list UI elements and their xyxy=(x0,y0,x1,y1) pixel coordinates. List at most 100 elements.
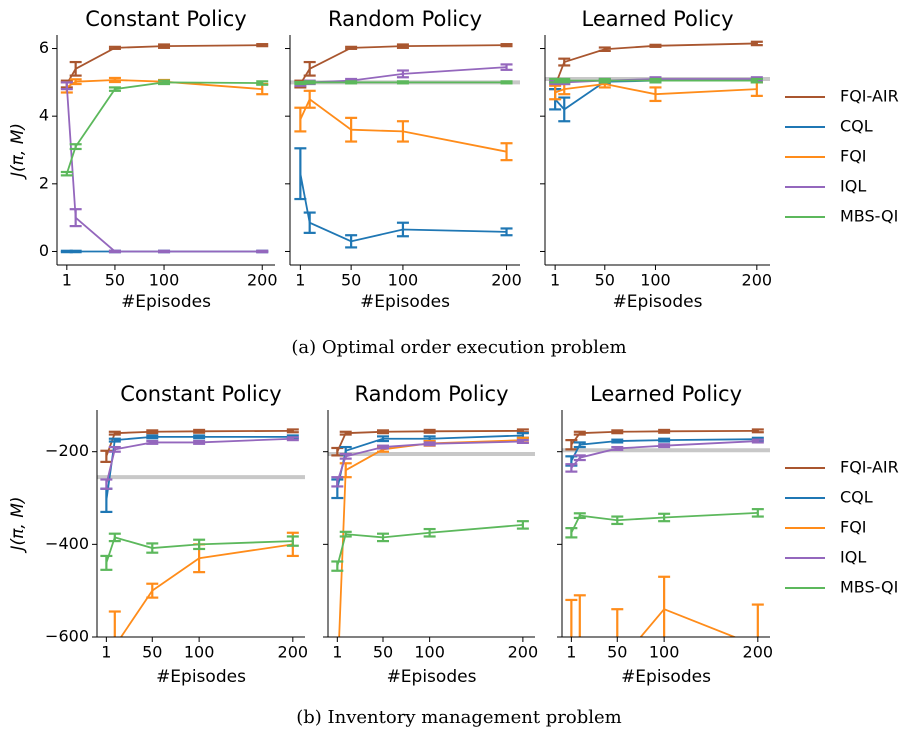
error-bar xyxy=(256,43,269,48)
legend-label: MBS-QI xyxy=(840,578,898,597)
error-bar xyxy=(658,437,671,443)
error-bar xyxy=(558,57,571,67)
error-bar xyxy=(573,441,586,449)
error-bar xyxy=(303,60,316,77)
error-bar xyxy=(69,208,82,228)
y-axis-label: J(π, M) xyxy=(8,123,28,180)
series-line xyxy=(639,608,737,637)
error-bar xyxy=(751,508,764,518)
x-tick-label: 50 xyxy=(105,271,125,290)
error-bar xyxy=(750,77,763,84)
y-tick-label: 2 xyxy=(39,173,49,192)
error-bar xyxy=(611,445,624,451)
error-bar xyxy=(158,79,171,86)
x-axis-label: #Episodes xyxy=(613,292,703,312)
error-bar xyxy=(658,575,671,637)
panel-title: Learned Policy xyxy=(581,7,733,31)
plot-area xyxy=(290,43,520,249)
error-bar xyxy=(108,437,121,443)
x-tick-label: 100 xyxy=(149,271,180,290)
error-bar xyxy=(598,46,611,52)
panel-title: Constant Policy xyxy=(85,7,247,31)
x-tick-label: 200 xyxy=(278,643,309,662)
error-bar xyxy=(286,535,299,547)
error-bar xyxy=(100,554,113,571)
error-bar xyxy=(377,429,390,435)
error-bar xyxy=(345,45,358,50)
error-bar xyxy=(565,598,578,637)
error-bar xyxy=(423,527,436,538)
error-bar xyxy=(193,434,206,440)
legend-label: CQL xyxy=(840,117,873,136)
error-bar xyxy=(339,530,352,538)
x-tick-label: 100 xyxy=(640,271,671,290)
error-bar xyxy=(611,438,624,444)
caption: (a) Optimal order execution problem xyxy=(291,337,626,358)
error-bar xyxy=(69,143,82,151)
x-tick-label: 100 xyxy=(414,643,445,662)
series-line xyxy=(336,440,523,483)
error-bar xyxy=(396,120,409,143)
y-axis-label: J(π, M) xyxy=(8,497,28,554)
error-bar xyxy=(611,608,624,637)
legend-label: FQI-AIR xyxy=(840,87,899,106)
error-bar xyxy=(558,96,571,123)
error-bar xyxy=(345,116,358,143)
error-bar xyxy=(658,443,671,449)
error-bar xyxy=(146,434,159,440)
error-bar xyxy=(108,76,121,84)
x-tick-label: 200 xyxy=(247,271,278,290)
x-tick-label: 1 xyxy=(550,271,560,290)
error-bar xyxy=(751,603,764,637)
x-tick-label: 1 xyxy=(62,271,72,290)
error-bar xyxy=(158,43,171,49)
legend-label: FQI xyxy=(840,518,867,537)
error-bar xyxy=(500,142,513,162)
error-bar xyxy=(500,227,513,237)
x-tick-label: 100 xyxy=(184,643,215,662)
y-tick-label: 6 xyxy=(39,38,49,57)
legend-label: IQL xyxy=(840,177,866,196)
error-bar xyxy=(294,147,307,201)
error-bar xyxy=(573,454,586,462)
x-tick-label: 200 xyxy=(743,643,774,662)
x-axis-label: #Episodes xyxy=(387,667,477,687)
x-tick-label: 1 xyxy=(295,271,305,290)
series-line xyxy=(65,85,263,253)
error-bar xyxy=(146,429,159,435)
error-bar xyxy=(345,80,358,85)
plot-area xyxy=(328,428,535,637)
y-tick-label: −600 xyxy=(45,627,89,646)
error-bar xyxy=(108,45,121,50)
x-tick-label: 100 xyxy=(388,271,419,290)
error-bar xyxy=(573,594,586,637)
plot-area xyxy=(97,428,305,637)
x-tick-label: 50 xyxy=(373,643,393,662)
x-tick-label: 200 xyxy=(508,643,539,662)
error-bar xyxy=(60,81,73,91)
error-bar xyxy=(611,515,624,526)
error-bar xyxy=(158,249,171,254)
series-line xyxy=(66,44,263,85)
error-bar xyxy=(751,438,764,444)
error-bar xyxy=(108,445,121,453)
error-bar xyxy=(345,234,358,249)
y-tick-label: −400 xyxy=(45,534,89,553)
error-bar xyxy=(573,512,586,520)
error-bar xyxy=(658,428,671,434)
x-axis-label: #Episodes xyxy=(621,667,711,687)
error-bar xyxy=(565,439,578,451)
plot-area xyxy=(60,43,269,254)
error-bar xyxy=(339,452,352,460)
error-bar xyxy=(256,249,269,254)
error-bar xyxy=(60,170,73,177)
error-bar xyxy=(500,43,513,48)
error-bar xyxy=(500,80,513,85)
error-bar xyxy=(108,430,121,436)
x-tick-label: 200 xyxy=(491,271,522,290)
x-tick-label: 1 xyxy=(101,643,111,662)
error-bar xyxy=(286,428,299,434)
panel-title: Random Policy xyxy=(328,7,482,31)
error-bar xyxy=(146,582,159,599)
y-tick-label: −200 xyxy=(45,441,89,460)
